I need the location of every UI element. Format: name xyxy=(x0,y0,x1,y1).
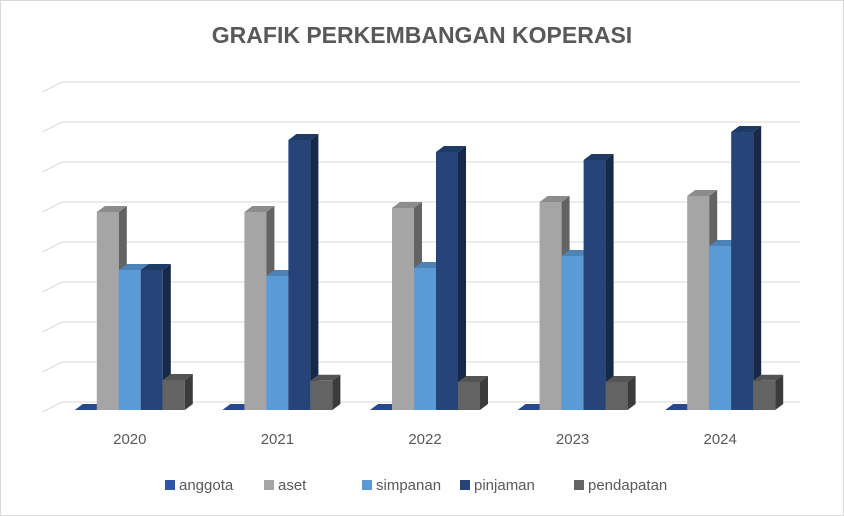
bar xyxy=(561,256,584,410)
bar-side xyxy=(775,374,784,410)
bar xyxy=(436,152,458,410)
bar-top xyxy=(753,374,784,381)
legend-label: aset xyxy=(278,477,307,494)
bar-top xyxy=(310,374,341,381)
bar-side xyxy=(332,374,341,410)
bar-top xyxy=(583,154,614,160)
bar xyxy=(392,208,414,410)
x-tick-label: 2020 xyxy=(113,431,146,448)
legend-marker xyxy=(264,480,274,490)
x-tick-label: 2024 xyxy=(704,431,737,448)
bar-side xyxy=(605,154,614,410)
bar xyxy=(709,246,732,410)
grid-line xyxy=(41,121,800,133)
bar-top xyxy=(244,206,275,212)
bar-top xyxy=(436,146,466,152)
bar xyxy=(118,270,141,410)
legend-label: simpanan xyxy=(376,477,441,494)
bar xyxy=(605,382,628,410)
bar-top xyxy=(458,376,488,382)
bar xyxy=(458,382,480,410)
bar-top xyxy=(162,374,193,380)
bar-top xyxy=(140,264,171,270)
x-tick-label: 2023 xyxy=(556,431,589,448)
legend-marker xyxy=(362,480,372,490)
bar-top xyxy=(392,202,422,208)
bar-side xyxy=(310,134,319,410)
bar-top xyxy=(687,190,718,196)
x-tick-label: 2022 xyxy=(408,431,441,448)
bar-side xyxy=(458,146,466,410)
bar-top xyxy=(96,206,127,212)
bar-side xyxy=(184,374,193,410)
bar-top xyxy=(539,196,570,202)
bar xyxy=(310,380,333,410)
grid-line xyxy=(41,81,800,93)
bar-side xyxy=(480,376,488,410)
bar xyxy=(731,132,754,410)
bar xyxy=(162,380,185,410)
legend-label: pendapatan xyxy=(588,477,667,494)
bar xyxy=(96,212,119,410)
grid-line xyxy=(41,161,800,173)
bar xyxy=(753,380,776,410)
bar-top xyxy=(731,126,762,132)
bar-top xyxy=(118,264,149,270)
bar xyxy=(140,270,163,410)
x-tick-label: 2021 xyxy=(261,431,294,448)
bar xyxy=(414,268,436,410)
legend-marker xyxy=(165,480,175,490)
legend-label: anggota xyxy=(179,477,234,494)
bar xyxy=(266,276,289,410)
bar xyxy=(539,202,562,410)
bar-top xyxy=(605,376,636,382)
legend-marker xyxy=(574,480,584,490)
chart-title: GRAFIK PERKEMBANGAN KOPERASI xyxy=(212,22,632,48)
bar xyxy=(244,212,267,410)
legend-marker xyxy=(460,480,470,490)
bar-side xyxy=(753,126,762,410)
bar-top xyxy=(288,134,319,140)
bar xyxy=(288,140,311,410)
bar xyxy=(583,160,606,410)
bar-side xyxy=(627,376,636,410)
legend-label: pinjaman xyxy=(474,477,535,494)
bar xyxy=(687,196,710,410)
bar-side xyxy=(162,264,171,410)
